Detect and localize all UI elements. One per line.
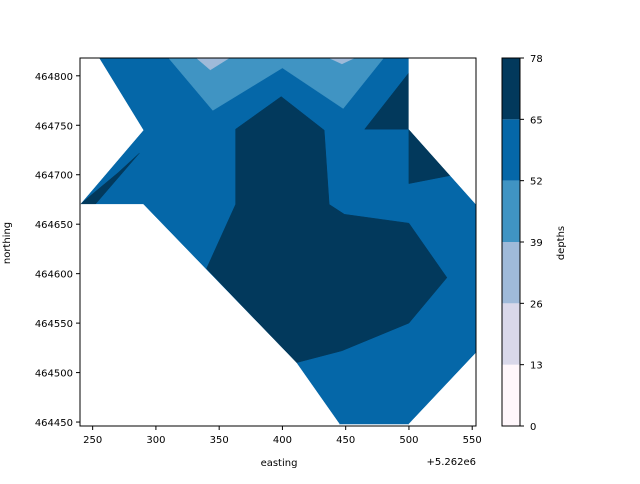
x-axis-label: easting [261,458,298,469]
x-tick-label: 250 [83,435,102,446]
x-tick-label: 400 [273,435,292,446]
x-tick-label: 350 [210,435,229,446]
colorbar-tick-label: 13 [530,361,543,372]
no-data-region-1 [80,204,340,425]
x-tick-label: 450 [336,435,355,446]
x-axis: 250 300 350 400 450 500 550 [83,426,482,446]
no-data-region-3 [408,352,476,425]
contour-plot [80,58,476,425]
y-axis: 464450 464500 464550 464600 464650 464700 4647… [35,72,80,429]
contour-region-2 [196,58,230,71]
y-axis-label: northing [2,222,13,264]
colorbar-band [502,364,520,426]
colorbar-tick-label: 26 [530,299,543,310]
y-tick-label: 464600 [35,270,73,281]
colorbar-label: depths [556,226,567,260]
x-tick-label: 300 [146,435,165,446]
x-tick-label: 550 [463,435,482,446]
colorbar-tick-label: 65 [530,115,543,126]
y-tick-label: 464450 [35,418,73,429]
colorbar-tick-label: 78 [530,54,543,65]
no-data-region-0 [80,58,144,205]
contour-region-5 [364,72,456,184]
colorbar-tick-label: 52 [530,177,543,188]
y-tick-label: 464800 [35,72,73,83]
colorbar-band [502,119,520,181]
colorbar: 0 13 26 39 52 65 78 [501,54,543,433]
colorbar-band [502,180,520,242]
colorbar-tick-label: 0 [530,422,536,433]
colorbar-band [502,303,520,365]
y-tick-label: 464650 [35,220,73,231]
y-tick-label: 464500 [35,369,73,380]
contour-region-1 [168,58,441,111]
colorbar-tick-label: 39 [530,238,543,249]
x-offset-label: +5.262e6 [426,457,476,468]
colorbar-band [502,242,520,304]
plot-frame [79,57,477,427]
contour-region-3 [329,58,355,65]
y-tick-label: 464700 [35,171,73,182]
colorbar-band [502,58,520,120]
no-data-region-2 [408,58,476,205]
y-tick-label: 464750 [35,121,73,132]
y-tick-label: 464550 [35,319,73,330]
x-tick-label: 500 [399,435,418,446]
contour-region-4 [206,96,448,363]
